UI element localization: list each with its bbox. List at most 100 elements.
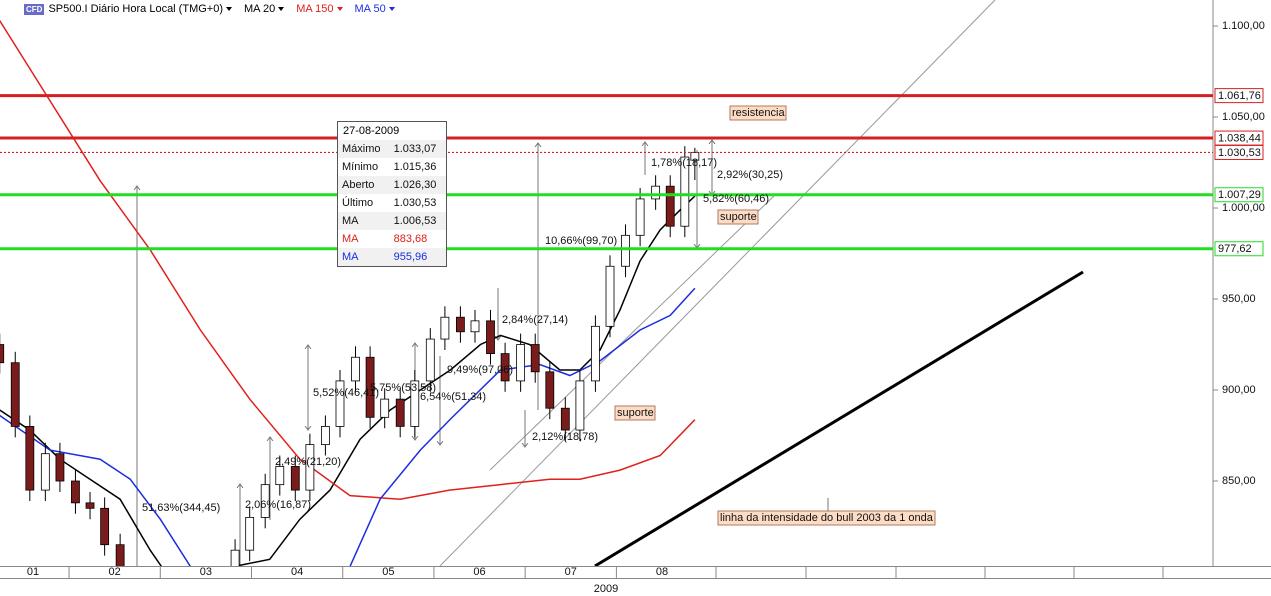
plot-area	[0, 0, 1084, 566]
tooltip-value: 883,68	[393, 233, 428, 245]
level-label-box	[1214, 144, 1264, 160]
tooltip-label: MA	[338, 212, 390, 230]
tooltip-value: 1.033,07	[389, 140, 446, 158]
candle-body	[25, 426, 35, 491]
candle-body	[690, 152, 700, 161]
candle-body	[410, 380, 420, 427]
note: resistencia	[732, 107, 785, 119]
note: linha da intensidade do bull 2003 da 1 o…	[720, 512, 934, 524]
candle-body	[516, 344, 526, 382]
candle-body	[500, 353, 510, 382]
annotation: 1,78%(18,17)	[651, 157, 717, 169]
note-box	[614, 405, 656, 421]
candle-body	[0, 344, 5, 364]
level-label: 1.030,53	[1218, 147, 1261, 159]
candle-body	[635, 198, 645, 236]
candle-body	[275, 466, 285, 486]
candle-body	[85, 502, 95, 509]
x-axis-title: 2009	[594, 583, 618, 595]
candle-body	[245, 517, 255, 551]
annotation: 10,66%(99,70)	[545, 235, 617, 247]
annotation: 5,52%(46,41)	[313, 387, 379, 399]
tooltip-value: 955,96	[389, 248, 446, 266]
level-label: 1.038,44	[1218, 132, 1261, 144]
note: suporte	[720, 211, 757, 223]
candle-body	[651, 185, 661, 200]
tooltip-table: Máximo 1.033,07 Mínimo 1.015,36 Aberto 1.026,…	[338, 140, 446, 266]
tooltip-row: Máximo 1.033,07	[338, 140, 446, 158]
chart-header: CFD SP500.I Diário Hora Local (TMG+0) MA…	[24, 3, 395, 15]
level-label: 1.061,76	[1218, 90, 1261, 102]
tooltip-row: Aberto 1.026,30	[338, 176, 446, 194]
legend-entry[interactable]: MA 20	[244, 3, 284, 15]
y-tick-label: 1.050,00	[1222, 111, 1265, 123]
candle-body	[560, 407, 570, 431]
annotation: 2,12%(18,78)	[532, 431, 598, 443]
x-tick-label: 05	[382, 566, 394, 578]
candle-body	[335, 380, 345, 427]
tooltip-label: Mínimo	[342, 161, 379, 173]
candle-body	[530, 344, 540, 373]
candle-body	[290, 466, 300, 491]
x-axis-panel	[0, 566, 1271, 596]
candle-body	[260, 484, 270, 518]
annotation: 2,92%(30,25)	[717, 169, 783, 181]
level-label-box	[1214, 241, 1264, 257]
x-tick-label: 03	[200, 566, 212, 578]
tooltip-date: 27-08-2009	[343, 125, 400, 137]
note-box	[729, 105, 787, 121]
tooltip-value: 1.026,30	[389, 176, 446, 194]
trend-line	[489, 194, 776, 471]
level-label-box	[1214, 88, 1264, 104]
annotation: 2,06%(16,87)	[245, 499, 311, 511]
tooltip-label: Máximo	[338, 140, 390, 158]
ma-line	[0, 20, 696, 500]
measure-arrows	[137, 140, 712, 566]
candle-body	[470, 320, 480, 333]
tooltip-label: MA	[338, 248, 390, 266]
legend-entry[interactable]: MA 50	[355, 3, 395, 15]
tooltip-row: MA 955,96	[338, 248, 446, 266]
tooltip-row: Mínimo 1.015,36	[338, 158, 446, 176]
x-tick-label: 02	[109, 566, 121, 578]
level-label: 977,62	[1218, 243, 1252, 255]
tooltip: 27-08-2009 Máximo 1.033,07 Mínimo 1.015,36 A…	[337, 121, 447, 267]
tooltip-value: 1.030,53	[393, 197, 437, 209]
candle-body	[71, 480, 80, 504]
candle-body	[425, 338, 435, 382]
candle-body	[486, 320, 495, 355]
tooltip-row: MA 1.006,53	[338, 212, 446, 230]
tooltip-row: MA 883,68	[338, 230, 446, 248]
candle-body	[665, 185, 675, 227]
chart-title[interactable]: SP500.I Diário Hora Local (TMG+0)	[48, 3, 232, 15]
note-box	[717, 510, 936, 526]
annotation: 51,63%(344,45)	[142, 502, 220, 514]
y-tick-label: 1.000,00	[1222, 202, 1265, 214]
candle-body	[100, 507, 110, 546]
tooltip-label: Aberto	[338, 176, 390, 194]
x-tick-label: 07	[565, 566, 577, 578]
candle-body	[10, 362, 20, 427]
annotation: 2,49%(21,20)	[275, 456, 341, 468]
annotation: 2,84%(27,14)	[502, 314, 568, 326]
y-tick-label: 950,00	[1222, 293, 1256, 305]
x-tick-label: 04	[291, 566, 303, 578]
annotation: 5,75%(53,58)	[370, 382, 436, 394]
candle-body	[55, 453, 65, 482]
tooltip-value: 1.015,36	[393, 161, 437, 173]
note-box	[717, 209, 759, 225]
level-label: 1.007,29	[1218, 189, 1261, 201]
y-tick-label: 900,00	[1222, 384, 1256, 396]
candle-body	[621, 234, 630, 267]
tooltip-row: Último 1.030,53	[338, 194, 446, 212]
legend-entry[interactable]: MA 150	[296, 3, 342, 15]
y-tick-label: 1.100,00	[1222, 20, 1265, 32]
trend-line	[439, 0, 996, 566]
ma-line	[0, 195, 696, 566]
candle-body	[545, 371, 555, 409]
candle-body	[395, 398, 405, 427]
ma-line	[0, 287, 696, 566]
annotation: 9,49%(97,06)	[447, 364, 513, 376]
